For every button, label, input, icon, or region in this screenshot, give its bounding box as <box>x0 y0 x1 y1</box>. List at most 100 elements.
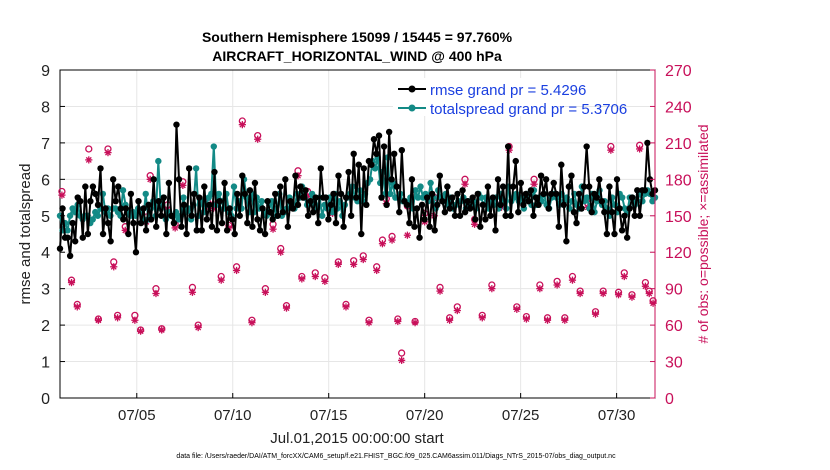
asterisk-stroke <box>488 285 495 292</box>
series-point-rmse <box>77 198 84 205</box>
asterisk-stroke <box>569 277 576 284</box>
asterisk-stroke <box>446 317 453 324</box>
legend-marker-totalspread <box>408 104 416 112</box>
asterisk-stroke <box>398 357 405 364</box>
series-point-rmse <box>309 208 317 216</box>
obs-assimilated-marker <box>488 285 496 293</box>
series-point-rmse <box>492 227 499 234</box>
series-point-rmse <box>421 216 428 223</box>
obs-assimilated-marker <box>94 316 102 324</box>
obs-assimilated-marker <box>599 289 607 298</box>
series-point-rmse <box>626 205 633 212</box>
asterisk-stroke <box>172 224 179 231</box>
asterisk-stroke <box>523 316 530 323</box>
series-point-rmse <box>92 190 99 198</box>
series-point-rmse <box>423 194 431 201</box>
series-point-rmse <box>355 161 362 168</box>
series-point-totalspread <box>414 194 422 201</box>
y-tick-label-right: 180 <box>665 172 692 189</box>
series-point-rmse <box>479 201 487 209</box>
asterisk-stroke <box>454 307 461 314</box>
series-point-rmse <box>208 223 216 230</box>
series-point-rmse <box>388 176 395 183</box>
y-tick-label-right: 90 <box>665 282 683 299</box>
obs-assimilated-marker <box>568 276 577 284</box>
series-point-rmse <box>408 176 416 183</box>
asterisk-stroke <box>366 319 372 326</box>
series-point-totalspread <box>94 212 102 219</box>
asterisk-stroke <box>95 317 102 324</box>
series-point-rmse <box>115 183 122 190</box>
asterisk-stroke <box>642 283 649 290</box>
y-tick-label-right: 0 <box>665 391 674 408</box>
series-point-rmse <box>302 187 309 194</box>
series-point-rmse <box>127 190 135 198</box>
x-tick-label: 07/20 <box>406 407 444 424</box>
series-point-rmse <box>71 238 79 245</box>
series-point-rmse <box>259 205 266 212</box>
obs-assimilated-marker <box>248 319 256 327</box>
series-point-rmse <box>459 187 466 194</box>
series-point-rmse <box>512 157 519 165</box>
series-point-rmse <box>294 201 302 209</box>
series-point-rmse <box>160 194 168 201</box>
obs-assimilated-marker <box>378 240 387 248</box>
series-point-rmse <box>97 165 104 172</box>
obs-assimilated-marker <box>194 323 202 332</box>
obs-assimilated-marker <box>254 135 262 143</box>
asterisk-stroke <box>114 314 121 321</box>
series-point-rmse <box>178 223 185 230</box>
series-point-rmse <box>297 183 304 190</box>
obs-assimilated-marker <box>394 317 402 326</box>
series-point-rmse <box>59 205 66 212</box>
series-point-totalspread <box>387 190 394 198</box>
asterisk-stroke <box>462 181 468 188</box>
obs-assimilated-marker <box>365 319 373 327</box>
series-point-rmse <box>330 190 337 198</box>
series-point-rmse <box>555 223 562 230</box>
series-point-rmse <box>327 201 335 209</box>
series-point-rmse <box>525 198 532 205</box>
series-point-rmse <box>634 187 641 194</box>
series-point-rmse <box>125 230 132 238</box>
x-tick-label: 07/30 <box>598 407 636 424</box>
series-point-rmse <box>469 194 476 201</box>
asterisk-stroke <box>437 288 444 295</box>
series-point-rmse <box>228 216 236 223</box>
series-point-totalspread <box>210 143 217 150</box>
obs-assimilated-marker <box>453 306 461 315</box>
obs-assimilated-marker <box>641 282 650 290</box>
series-point-rmse <box>434 201 441 209</box>
series-point-rmse <box>489 194 497 201</box>
series-point-rmse <box>603 230 611 238</box>
series-point-rmse <box>269 216 276 223</box>
obs-assimilated-marker <box>436 287 444 295</box>
series-point-rmse <box>241 190 249 198</box>
series-point-rmse <box>530 212 537 219</box>
series-point-rmse <box>472 216 479 223</box>
x-tick-label: 07/10 <box>214 407 252 424</box>
series-point-rmse <box>391 150 398 158</box>
y-tick-label-left: 7 <box>41 136 50 153</box>
series-point-rmse <box>358 230 365 238</box>
series-point-rmse <box>629 194 636 201</box>
obs-assimilated-marker <box>179 181 187 190</box>
y-tick-label-left: 3 <box>41 282 50 299</box>
series-point-rmse <box>168 212 175 219</box>
asterisk-stroke <box>531 181 538 188</box>
obs-assimilated-marker <box>576 289 584 298</box>
series-point-rmse <box>535 201 542 209</box>
series-point-rmse <box>373 150 380 158</box>
series-point-rmse <box>520 201 527 209</box>
obs-assimilated-marker <box>478 314 486 322</box>
series-point-rmse <box>193 227 200 234</box>
asterisk-stroke <box>350 261 357 268</box>
asterisk-stroke <box>592 311 599 318</box>
series-point-totalspread <box>412 187 419 194</box>
series-point-totalspread <box>89 216 96 223</box>
asterisk-stroke <box>277 249 284 256</box>
series-point-rmse <box>540 190 547 198</box>
series-point-rmse <box>66 252 74 260</box>
series-point-rmse <box>565 183 573 190</box>
